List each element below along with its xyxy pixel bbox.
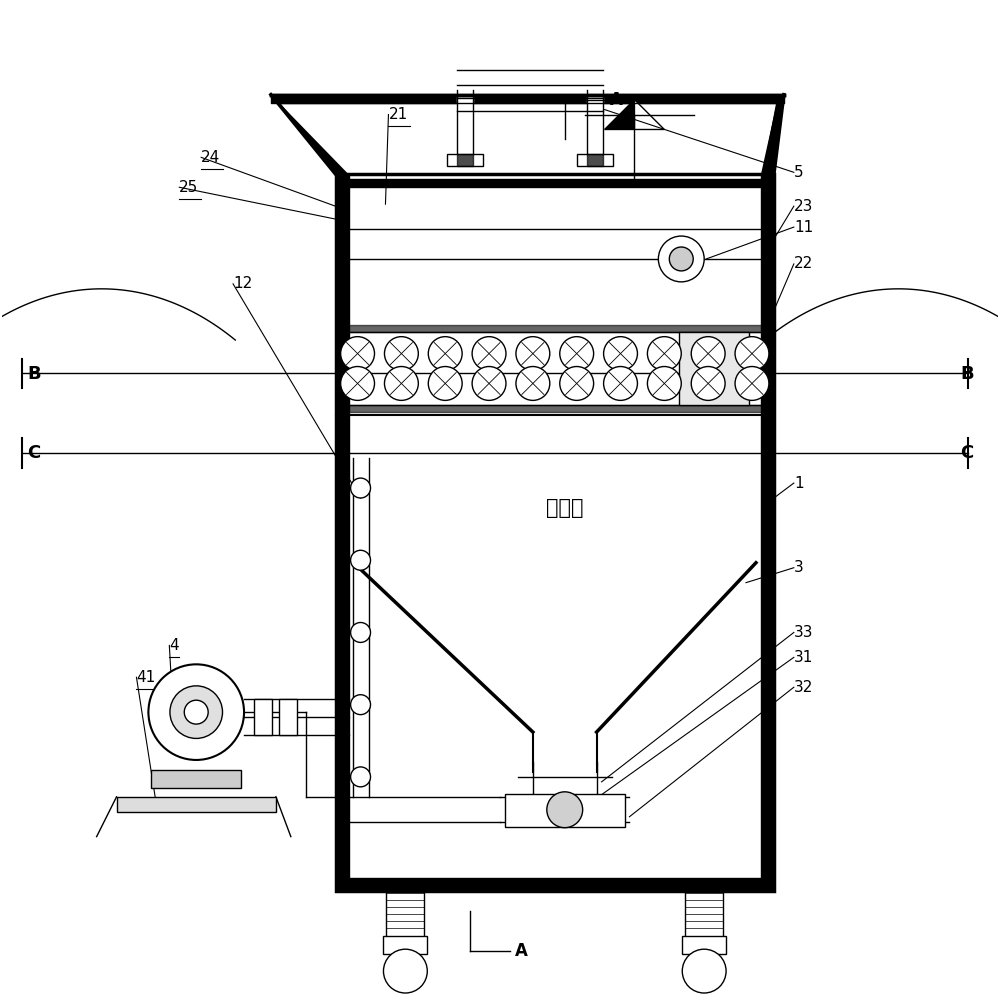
Text: 23: 23: [794, 198, 813, 214]
Text: 22: 22: [794, 256, 813, 272]
Circle shape: [383, 949, 427, 993]
Text: 41: 41: [136, 669, 156, 685]
Circle shape: [691, 367, 725, 400]
Text: 高液位: 高液位: [546, 498, 583, 518]
Text: C: C: [27, 444, 40, 462]
Circle shape: [604, 337, 637, 371]
Bar: [279, 699, 297, 735]
Circle shape: [560, 337, 594, 371]
Circle shape: [560, 367, 594, 400]
Text: 24: 24: [201, 149, 220, 165]
Text: B: B: [27, 365, 41, 382]
Circle shape: [682, 949, 726, 993]
Circle shape: [351, 694, 371, 714]
Circle shape: [604, 367, 637, 400]
Circle shape: [691, 337, 725, 371]
Text: 21: 21: [388, 107, 408, 123]
Circle shape: [428, 367, 462, 400]
Circle shape: [735, 337, 769, 371]
Bar: [447, 154, 483, 166]
Circle shape: [547, 792, 583, 828]
Circle shape: [472, 337, 506, 371]
Circle shape: [184, 700, 208, 724]
Circle shape: [516, 337, 550, 371]
Text: A: A: [610, 91, 622, 109]
Circle shape: [351, 622, 371, 642]
Text: 3: 3: [794, 560, 804, 576]
Circle shape: [170, 686, 223, 738]
Bar: [679, 332, 749, 405]
Bar: [682, 936, 726, 954]
Bar: [383, 936, 427, 954]
Polygon shape: [605, 100, 634, 129]
Text: 1: 1: [794, 475, 803, 491]
Text: A: A: [515, 942, 528, 960]
Polygon shape: [271, 95, 349, 174]
Circle shape: [658, 236, 704, 282]
Circle shape: [351, 550, 371, 570]
Text: 31: 31: [794, 649, 813, 665]
Circle shape: [735, 367, 769, 400]
Circle shape: [472, 367, 506, 400]
Circle shape: [647, 337, 681, 371]
Circle shape: [428, 337, 462, 371]
Bar: [577, 154, 613, 166]
Circle shape: [384, 367, 418, 400]
Polygon shape: [634, 100, 664, 129]
Circle shape: [647, 367, 681, 400]
Circle shape: [351, 478, 371, 498]
Circle shape: [351, 767, 371, 787]
Text: C: C: [960, 444, 973, 462]
Bar: [151, 770, 241, 788]
Text: 33: 33: [794, 624, 813, 640]
Circle shape: [384, 337, 418, 371]
Circle shape: [669, 247, 693, 271]
Bar: [254, 699, 272, 735]
Text: 32: 32: [794, 679, 813, 695]
Circle shape: [148, 664, 244, 760]
Circle shape: [341, 337, 375, 371]
Text: B: B: [960, 365, 974, 382]
Bar: [505, 794, 625, 827]
Polygon shape: [761, 95, 784, 174]
Bar: [117, 797, 276, 812]
Text: 11: 11: [794, 219, 813, 235]
Text: 12: 12: [233, 276, 252, 292]
Text: 4: 4: [169, 637, 179, 653]
Circle shape: [341, 367, 375, 400]
Text: 5: 5: [794, 164, 803, 180]
Bar: [336, 174, 774, 891]
Text: 25: 25: [179, 179, 199, 195]
Circle shape: [516, 367, 550, 400]
